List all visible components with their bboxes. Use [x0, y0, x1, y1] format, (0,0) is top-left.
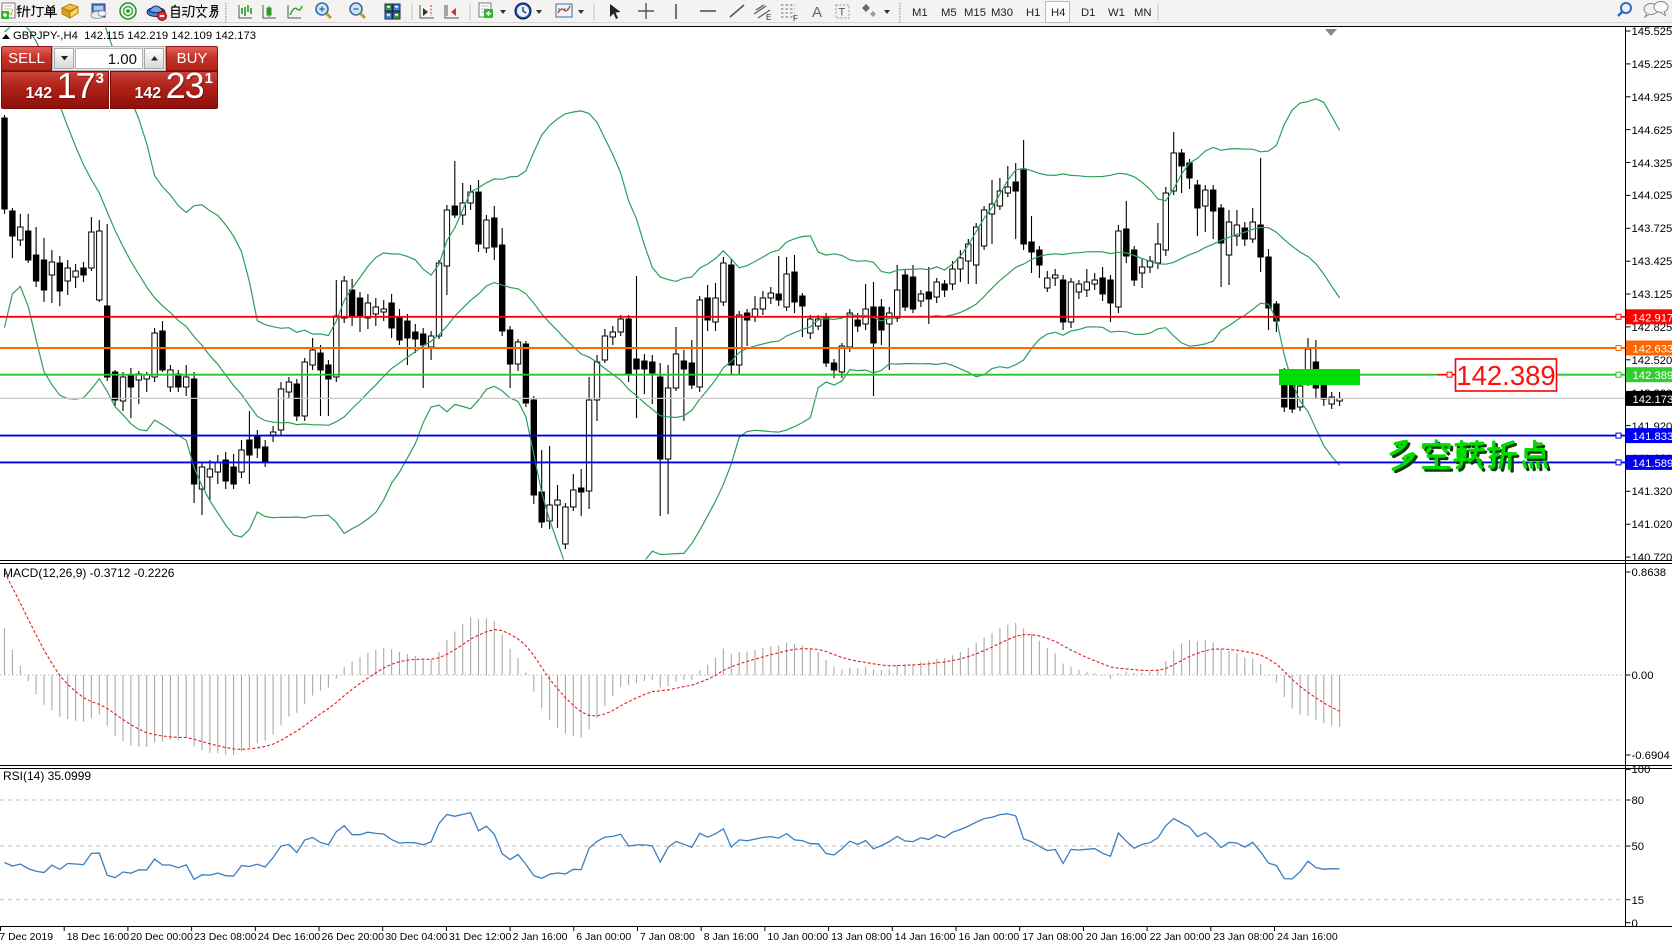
svg-text:140.720: 140.720: [1632, 552, 1672, 564]
svg-text:141.020: 141.020: [1632, 519, 1672, 531]
svg-text:24 Jan 16:00: 24 Jan 16:00: [1277, 931, 1338, 943]
svg-text:D1: D1: [1081, 7, 1095, 19]
svg-text:26 Dec 20:00: 26 Dec 20:00: [322, 931, 385, 943]
svg-text:22 Jan 00:00: 22 Jan 00:00: [1150, 931, 1211, 943]
svg-text:7 Jan 08:00: 7 Jan 08:00: [640, 931, 695, 943]
svg-text:145.225: 145.225: [1632, 59, 1672, 71]
svg-text:18 Dec 16:00: 18 Dec 16:00: [67, 931, 130, 943]
svg-text:E: E: [766, 13, 771, 22]
svg-text:MACD(12,26,9) -0.3712 -0.2226: MACD(12,26,9) -0.3712 -0.2226: [3, 566, 175, 580]
svg-text:GBPJPY-,H4 142.115 142.219 14: GBPJPY-,H4 142.115 142.219 142.109 142.1…: [13, 30, 256, 42]
svg-text:142.389: 142.389: [1633, 370, 1672, 382]
svg-text:10 Jan 00:00: 10 Jan 00:00: [767, 931, 828, 943]
svg-text:143.725: 143.725: [1632, 223, 1672, 235]
svg-text:142.825: 142.825: [1632, 322, 1672, 334]
svg-text:143.125: 143.125: [1632, 289, 1672, 301]
svg-text:MN: MN: [1134, 7, 1152, 19]
svg-text:A: A: [812, 4, 822, 21]
svg-text:15: 15: [1632, 895, 1645, 907]
svg-text:-0.6904: -0.6904: [1632, 750, 1670, 762]
svg-text:142.520: 142.520: [1632, 355, 1672, 367]
svg-text:141.320: 141.320: [1632, 486, 1672, 498]
svg-text:M1: M1: [912, 7, 928, 19]
svg-text:142.633: 142.633: [1633, 344, 1672, 356]
svg-text:142.389: 142.389: [1456, 360, 1555, 391]
svg-text:80: 80: [1632, 795, 1645, 807]
svg-text:W1: W1: [1108, 7, 1125, 19]
svg-text:23 Jan 08:00: 23 Jan 08:00: [1213, 931, 1274, 943]
svg-text:RSI(14) 35.0999: RSI(14) 35.0999: [3, 769, 91, 783]
svg-text:F: F: [793, 14, 798, 23]
svg-text:31 Dec 12:00: 31 Dec 12:00: [449, 931, 512, 943]
svg-text:8 Jan 16:00: 8 Jan 16:00: [704, 931, 759, 943]
svg-text:24 Dec 16:00: 24 Dec 16:00: [258, 931, 321, 943]
svg-text:14 Jan 16:00: 14 Jan 16:00: [895, 931, 956, 943]
svg-text:141.589: 141.589: [1633, 458, 1672, 470]
svg-text:141.833: 141.833: [1633, 431, 1672, 443]
svg-text:144.625: 144.625: [1632, 125, 1672, 137]
svg-text:145.525: 145.525: [1632, 26, 1672, 38]
svg-text:100: 100: [1632, 764, 1651, 776]
svg-text:50: 50: [1632, 841, 1645, 853]
svg-text:20 Jan 16:00: 20 Jan 16:00: [1086, 931, 1147, 943]
svg-text:17 Jan 08:00: 17 Jan 08:00: [1022, 931, 1083, 943]
svg-text:30 Dec 04:00: 30 Dec 04:00: [385, 931, 448, 943]
svg-text:M5: M5: [941, 7, 957, 19]
svg-text:142.173: 142.173: [1633, 394, 1672, 406]
svg-text:H1: H1: [1026, 7, 1040, 19]
svg-text:H4: H4: [1051, 7, 1065, 19]
svg-text:20 Dec 00:00: 20 Dec 00:00: [130, 931, 193, 943]
svg-text:6 Jan 00:00: 6 Jan 00:00: [576, 931, 631, 943]
svg-text:142.917: 142.917: [1633, 312, 1672, 324]
svg-text:144.325: 144.325: [1632, 158, 1672, 170]
svg-text:13 Jan 08:00: 13 Jan 08:00: [831, 931, 892, 943]
svg-text:16 Jan 00:00: 16 Jan 00:00: [959, 931, 1020, 943]
svg-text:T: T: [839, 7, 846, 19]
svg-text:17 Dec 2019: 17 Dec 2019: [0, 931, 53, 943]
svg-text:144.025: 144.025: [1632, 190, 1672, 202]
svg-text:0: 0: [1632, 918, 1638, 930]
svg-text:0.00: 0.00: [1632, 670, 1654, 682]
svg-text:23 Dec 08:00: 23 Dec 08:00: [194, 931, 257, 943]
svg-text:144.925: 144.925: [1632, 92, 1672, 104]
svg-text:M15: M15: [964, 7, 986, 19]
svg-text:0.8638: 0.8638: [1632, 567, 1667, 579]
svg-text:2 Jan 16:00: 2 Jan 16:00: [513, 931, 568, 943]
svg-text:143.425: 143.425: [1632, 256, 1672, 268]
svg-text:M30: M30: [991, 7, 1013, 19]
